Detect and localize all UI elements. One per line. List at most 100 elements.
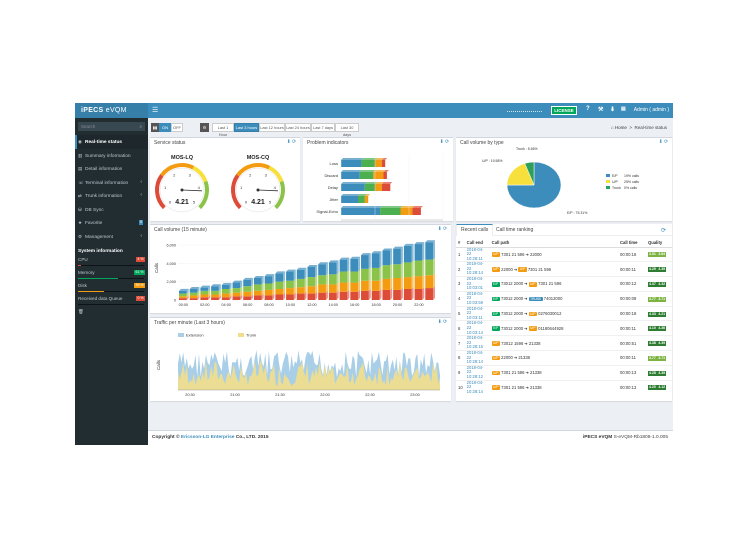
volume-bar[interactable] xyxy=(179,298,187,300)
bar-segment[interactable] xyxy=(375,184,382,191)
home-icon[interactable]: ⌂ Home xyxy=(610,125,627,130)
pie-slice[interactable] xyxy=(506,161,562,209)
row-call-path[interactable]: E/P 73012 2000➔ U/P 0276030012 xyxy=(489,305,618,321)
volume-bar[interactable] xyxy=(189,295,198,299)
volume-bar[interactable] xyxy=(318,264,326,276)
sidebar-item-detail[interactable]: ▤ Detail information xyxy=(75,162,148,176)
table-row[interactable]: 3 2018-04-22 10:03:01 E/P 73012 2000➔ U/P 73… xyxy=(456,276,672,292)
volume-bar[interactable] xyxy=(232,292,241,297)
volume-bar[interactable] xyxy=(371,267,380,281)
bar-segment[interactable] xyxy=(341,172,360,179)
bar-segment[interactable] xyxy=(412,208,421,215)
tab-call-time-ranking[interactable]: Call time ranking xyxy=(496,227,534,233)
volume-bar[interactable] xyxy=(286,271,294,281)
user-menu[interactable]: Admin ( admin ) xyxy=(633,107,669,113)
volume-bar[interactable] xyxy=(393,278,401,290)
bar-segment[interactable] xyxy=(381,160,386,167)
row-call-path[interactable]: U/P 7301 21 596➔21338 xyxy=(489,379,618,395)
table-row[interactable]: 6 2018-04-22 10:03:14 E/P 73012 2000➔ U/P 01… xyxy=(456,320,672,336)
sidebar-item-terminal[interactable]: ☏Terminal information ‹ xyxy=(75,176,148,190)
volume-bar[interactable] xyxy=(425,242,433,260)
volume-bar[interactable] xyxy=(243,279,251,287)
volume-bar[interactable] xyxy=(200,294,209,298)
bar-segment[interactable] xyxy=(361,160,375,167)
col-call-path[interactable]: Call path xyxy=(489,239,618,248)
volume-bar[interactable] xyxy=(328,262,337,275)
col-call-end[interactable]: Call end xyxy=(464,239,490,248)
volume-bar[interactable] xyxy=(221,289,230,294)
panel-tools[interactable]: ⬇ ⟳ xyxy=(286,140,296,145)
row-call-path[interactable]: E/P 73012 2000➔ U/P 01180644928 xyxy=(489,320,618,336)
volume-bar[interactable] xyxy=(403,277,412,289)
range-button-3[interactable]: Last 24 hours xyxy=(285,123,311,132)
search-input[interactable]: Search ⌕ xyxy=(78,122,145,131)
volume-bar[interactable] xyxy=(339,259,348,272)
trash-icon[interactable]: 🗑 xyxy=(78,309,84,314)
volume-bar[interactable] xyxy=(403,245,412,263)
volume-bar[interactable] xyxy=(243,286,251,292)
volume-bar[interactable] xyxy=(318,292,326,300)
range-button-5[interactable]: Last 30 days xyxy=(335,123,359,137)
sidebar-item-summary[interactable]: ▥ Summary information xyxy=(75,149,148,163)
volume-bar[interactable] xyxy=(200,287,209,291)
volume-bar[interactable] xyxy=(350,282,359,292)
range-button-0[interactable]: Last 1 Hour xyxy=(212,123,234,137)
volume-bar[interactable] xyxy=(414,276,423,289)
col-number[interactable]: # xyxy=(456,239,465,248)
volume-bar[interactable] xyxy=(414,244,423,261)
row-call-path[interactable]: U/P 7301 21 596➔21338 xyxy=(489,364,618,381)
toggle-on-button[interactable]: ON xyxy=(159,123,171,132)
bar-segment[interactable] xyxy=(364,184,375,191)
volume-bar[interactable] xyxy=(264,289,273,296)
volume-bar[interactable] xyxy=(221,284,230,289)
volume-bar[interactable] xyxy=(339,282,348,292)
volume-bar[interactable] xyxy=(264,283,273,290)
volume-bar[interactable] xyxy=(307,267,316,278)
bar-segment[interactable] xyxy=(383,172,387,179)
panel-tools[interactable]: ⬇ ⟳ xyxy=(437,320,447,325)
volume-bar[interactable] xyxy=(200,297,209,300)
volume-bar[interactable] xyxy=(328,274,337,285)
volume-bar[interactable] xyxy=(425,259,433,276)
wrench-icon[interactable]: ⚒ xyxy=(598,107,604,113)
search-icon[interactable]: ⌕ xyxy=(139,124,142,129)
refresh-icon[interactable]: ⟳ xyxy=(660,228,666,234)
volume-bar[interactable] xyxy=(253,290,262,296)
sidebar-item-trunk[interactable]: ⇄ Trunk information ‹ xyxy=(75,189,148,203)
volume-bar[interactable] xyxy=(371,253,380,268)
volume-bar[interactable] xyxy=(286,280,294,289)
sidebar-item-favorite[interactable]: ★ Favorite 8 xyxy=(75,216,148,230)
volume-bar[interactable] xyxy=(179,290,187,294)
sidebar-item-dbsync[interactable]: ⛁ DB Sync xyxy=(75,203,148,217)
row-call-path[interactable]: U/P 22000➔21338 xyxy=(489,349,618,366)
volume-bar[interactable] xyxy=(296,287,305,294)
range-button-4[interactable]: Last 7 days xyxy=(311,123,335,132)
volume-bar[interactable] xyxy=(350,258,359,272)
panel-tools[interactable]: ⬇ ⟳ xyxy=(658,140,668,145)
row-call-path[interactable]: E/P 73012 2000➔ U/P 7301 21 596 xyxy=(489,276,618,292)
toggle-off-button[interactable]: OFF xyxy=(171,123,183,132)
table-row[interactable]: 5 2018-04-22 10:03:11 E/P 73012 2000➔ U/P 02… xyxy=(456,305,672,321)
volume-bar[interactable] xyxy=(275,294,284,301)
volume-bar[interactable] xyxy=(414,289,423,300)
volume-bar[interactable] xyxy=(221,297,230,300)
pie-slice[interactable] xyxy=(524,161,535,186)
volume-bar[interactable] xyxy=(318,275,326,285)
bar-segment[interactable] xyxy=(359,172,374,179)
volume-bar[interactable] xyxy=(275,273,284,282)
table-row[interactable]: 2 2018-04-22 10:28:14 U/P 22000➔ U/P 7301 21… xyxy=(456,261,672,277)
volume-bar[interactable] xyxy=(200,290,209,295)
volume-bar[interactable] xyxy=(393,264,401,278)
bar-segment[interactable] xyxy=(373,172,384,179)
volume-bar[interactable] xyxy=(211,290,219,295)
bar-segment[interactable] xyxy=(381,184,391,191)
bar-segment[interactable] xyxy=(341,196,358,203)
volume-bar[interactable] xyxy=(350,271,359,283)
license-button[interactable]: LICENSE xyxy=(551,106,577,115)
volume-bar[interactable] xyxy=(211,294,219,298)
volume-bar[interactable] xyxy=(361,290,369,300)
volume-bar[interactable] xyxy=(361,255,369,269)
volume-bar[interactable] xyxy=(403,262,412,278)
volume-bar[interactable] xyxy=(307,277,316,287)
panel-tools[interactable]: ⬇ ⟳ xyxy=(437,227,447,232)
